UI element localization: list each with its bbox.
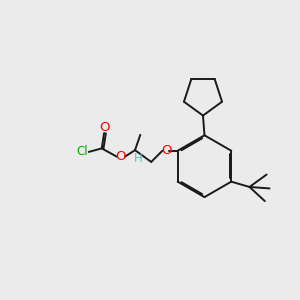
Text: O: O — [116, 150, 126, 163]
Text: O: O — [99, 121, 109, 134]
Text: Cl: Cl — [76, 146, 88, 158]
Text: H: H — [134, 152, 142, 165]
Text: O: O — [161, 144, 172, 157]
